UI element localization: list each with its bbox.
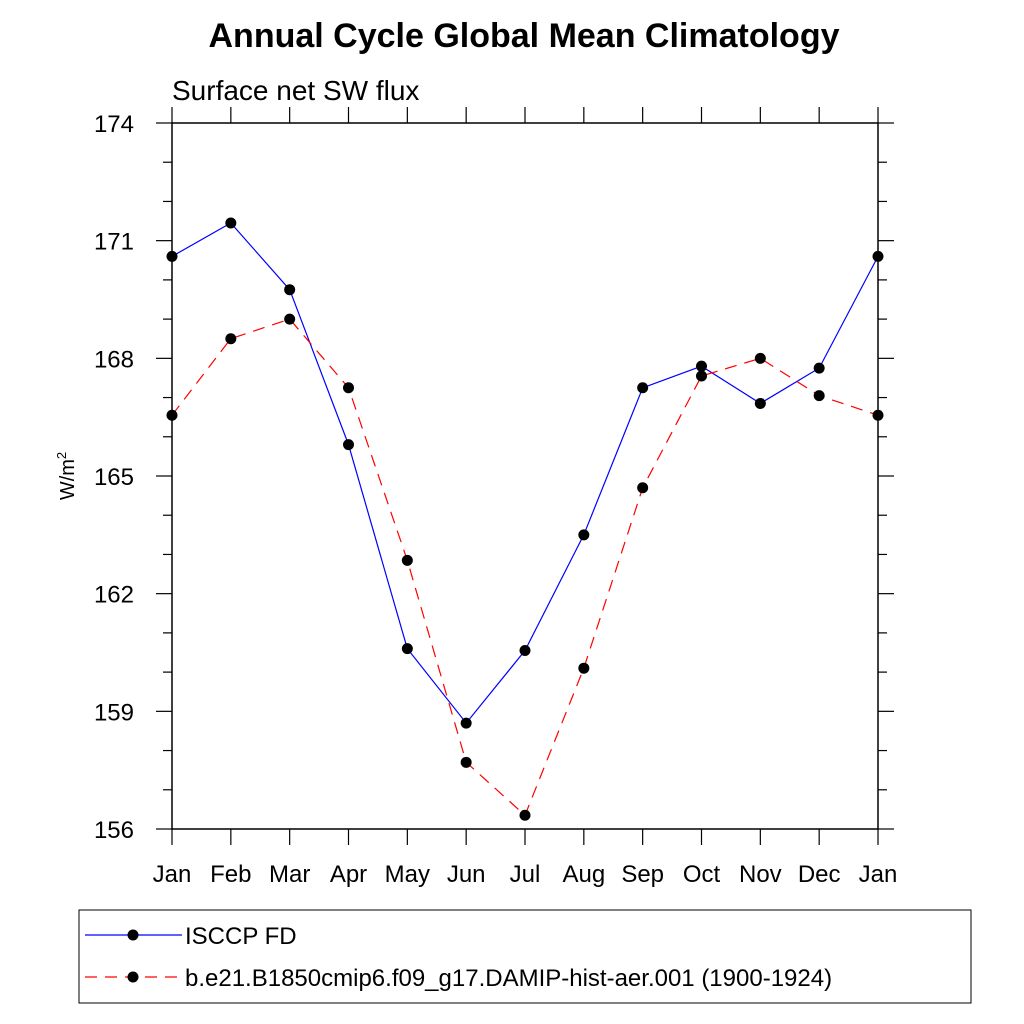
x-tick-label: Apr	[330, 861, 367, 888]
x-tick-label: Jan	[859, 861, 898, 888]
x-tick-label: Jan	[153, 861, 192, 888]
series-2-point	[225, 333, 237, 345]
plot-frame	[171, 122, 879, 830]
series-2-point	[519, 809, 531, 821]
y-tick-label: 168	[94, 346, 134, 373]
y-tick-label: 159	[94, 699, 134, 726]
chart-title: Annual Cycle Global Mean Climatology	[209, 17, 840, 55]
legend-entry-isccp: ISCCP FD	[85, 923, 297, 950]
y-tick-label: 156	[94, 817, 134, 844]
series-2-point	[166, 409, 178, 421]
y-tick-label: 174	[94, 111, 134, 138]
series-1-point	[578, 529, 590, 541]
x-tick-label: May	[385, 861, 430, 888]
legend-marker-isccp	[127, 929, 139, 941]
chart-subtitle: Surface net SW flux	[172, 75, 419, 106]
series-1-point	[754, 397, 766, 409]
series-2-point	[460, 756, 472, 768]
series-2-point	[696, 370, 707, 382]
x-tick-label: Mar	[269, 861, 310, 888]
x-tick-label: Nov	[739, 861, 782, 888]
series-1-point	[284, 284, 296, 296]
series-2-point	[754, 352, 766, 364]
y-axis: 156 159 162 165 168 171 174	[94, 111, 894, 844]
legend-label-model: b.e21.B1850cmip6.f09_g17.DAMIP-hist-aer.…	[185, 965, 832, 992]
series-2-point	[284, 313, 296, 325]
series-1-point	[696, 360, 707, 372]
series-2-point	[813, 390, 825, 402]
series-1-point	[401, 643, 413, 655]
legend-marker-model	[127, 971, 139, 983]
series-1-point	[519, 645, 531, 657]
series-2-point	[401, 554, 413, 566]
y-axis-label: W/m2	[54, 452, 79, 500]
legend-entry-model: b.e21.B1850cmip6.f09_g17.DAMIP-hist-aer.…	[85, 965, 832, 992]
series-1-point	[343, 439, 354, 451]
x-tick-label: Aug	[562, 861, 605, 888]
series-1-point	[637, 382, 649, 394]
legend-box	[78, 909, 972, 1004]
series-1-point	[872, 250, 884, 262]
series-layer	[166, 217, 884, 821]
y-tick-label: 171	[94, 229, 134, 256]
series-2-point	[872, 409, 884, 421]
x-tick-label: Sep	[621, 861, 664, 888]
x-axis: Jan Feb Mar Apr May Jun Jul Aug Sep Oct Nov Dec Jan	[153, 107, 898, 888]
x-tick-label: Feb	[210, 861, 251, 888]
y-tick-label: 162	[94, 582, 134, 609]
series-2-point	[343, 382, 354, 394]
y-tick-label: 165	[94, 464, 134, 491]
series-2-point	[578, 662, 590, 674]
series-1-point	[813, 362, 825, 374]
series-1-point	[225, 217, 237, 229]
x-tick-label: Oct	[683, 861, 721, 888]
series-1-point	[460, 717, 472, 729]
series-1-point	[166, 250, 178, 262]
series-line-2	[171, 318, 879, 817]
x-tick-label: Jun	[447, 861, 486, 888]
x-tick-label: Jul	[510, 861, 541, 888]
legend-label-isccp: ISCCP FD	[185, 923, 297, 950]
series-2-point	[637, 482, 649, 494]
x-tick-label: Dec	[798, 861, 841, 888]
